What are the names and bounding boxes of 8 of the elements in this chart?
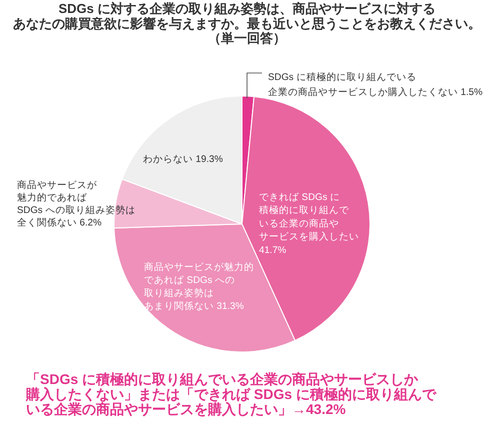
data-label: 41.7% bbox=[259, 244, 287, 256]
slice-label: わからない 19.3% bbox=[143, 154, 224, 164]
text: 「SDGs に積極的に取り組んでいる企業の商品やサービスしか購入したくない」または「できれば SDGs に積極的に取り組んでいる企業の商品やサービスを購入したい」→43.2% bbox=[25, 371, 437, 417]
chart-title: SDGs に対する企業の取り組み姿勢は、商品やサービスに対するあなたの購買意欲に影響を与えますか。最も近いと思うことをお教えください。 bbox=[13, 0, 481, 30]
slice-label: 商品やサービスが魅力的であれば SDGs への取り組み姿勢は全く関係ない 6.2% bbox=[17, 178, 136, 228]
slice-label: できれば SDGs に積極的に取り組んでいる企業の商品やサービスを購入したい bbox=[259, 192, 359, 242]
slice-label: SDGs に積極的に取り組んでいる企業の商品やサービスしか購入したくない 1.5% bbox=[268, 70, 483, 98]
chart-subtitle: （単一回答） bbox=[208, 30, 286, 46]
